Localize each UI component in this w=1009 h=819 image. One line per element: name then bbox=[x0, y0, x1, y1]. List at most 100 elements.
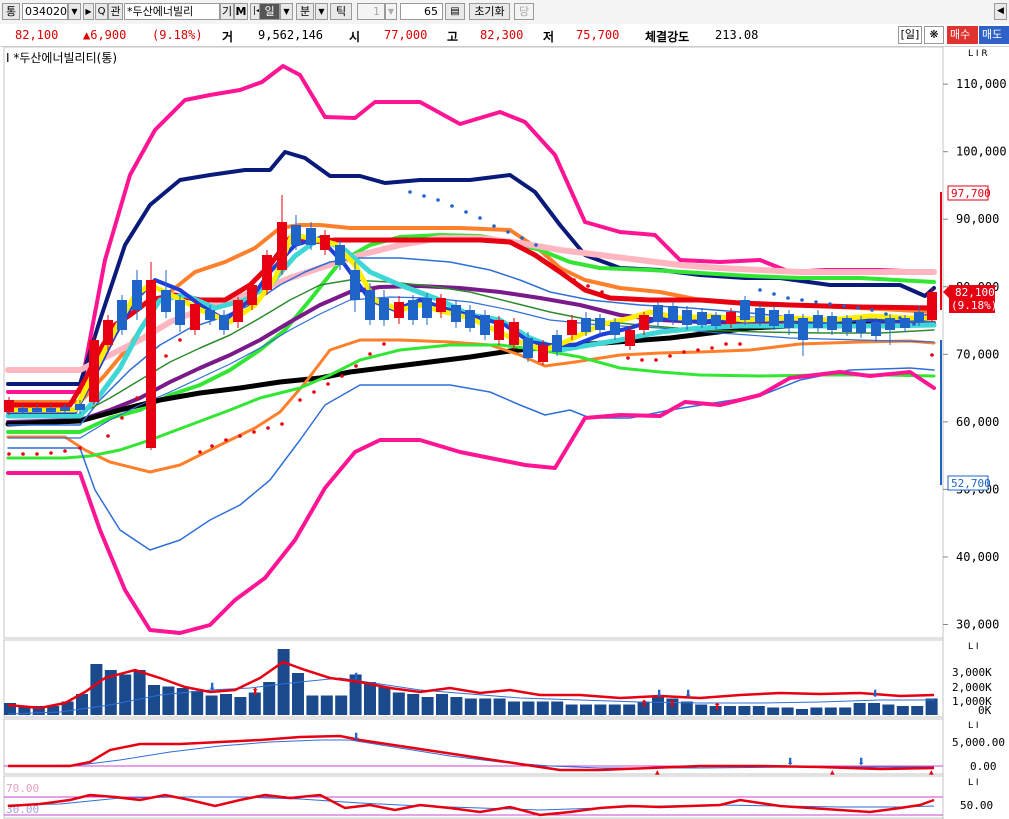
rsi-level-70: 70.00 bbox=[6, 782, 39, 795]
candle bbox=[262, 255, 272, 290]
candle bbox=[132, 280, 142, 310]
volume-bar bbox=[378, 686, 391, 715]
volume-bar bbox=[896, 706, 909, 715]
sar-dot bbox=[340, 374, 344, 378]
candle bbox=[682, 310, 692, 325]
candle bbox=[639, 315, 649, 330]
volume-bar bbox=[868, 703, 880, 715]
search-icon[interactable]: Q bbox=[95, 3, 108, 20]
collapse-icon[interactable]: ◀ bbox=[994, 3, 1007, 20]
candles bbox=[4, 195, 937, 450]
volume-bar bbox=[522, 701, 535, 715]
sar-dot bbox=[35, 452, 39, 456]
candle bbox=[610, 322, 620, 335]
volume-bar bbox=[709, 706, 722, 715]
sar-dot bbox=[210, 444, 214, 448]
osc-signal-blue bbox=[7, 739, 934, 769]
volume-bar bbox=[493, 698, 506, 715]
volume-bar bbox=[680, 701, 693, 715]
candle bbox=[856, 320, 866, 333]
volume-bar bbox=[853, 703, 866, 715]
candle bbox=[755, 308, 765, 322]
candle bbox=[769, 310, 779, 326]
ma-purple bbox=[6, 284, 936, 424]
candle bbox=[827, 316, 837, 330]
gi-button[interactable]: 기 bbox=[220, 3, 234, 20]
sar-dot bbox=[912, 322, 916, 326]
volume-axis-lir[interactable]: L I bbox=[968, 642, 979, 652]
tab-il[interactable]: 일 bbox=[259, 3, 280, 20]
sar-dot bbox=[21, 452, 25, 456]
gear-icon[interactable]: ❋ bbox=[924, 26, 944, 44]
sar-dot bbox=[572, 278, 576, 282]
tab-tik[interactable]: 틱 bbox=[330, 3, 352, 20]
volume-bar bbox=[234, 697, 247, 715]
candle bbox=[175, 300, 185, 325]
count-input[interactable]: 65 bbox=[400, 3, 443, 20]
volume-bar bbox=[623, 704, 636, 715]
volume-bar bbox=[277, 649, 290, 715]
volume-bar bbox=[508, 701, 520, 715]
volume-bar bbox=[335, 695, 348, 715]
band-upper-outer bbox=[6, 64, 932, 394]
volume-label: 거 bbox=[222, 30, 234, 44]
sar-dot bbox=[298, 398, 302, 402]
candle bbox=[320, 235, 330, 250]
stock-name-field[interactable]: *두산에너빌리 bbox=[124, 3, 220, 20]
rsi-level-30: 30.00 bbox=[6, 803, 39, 816]
candle bbox=[509, 322, 519, 345]
il-dropdown-icon[interactable]: ▼ bbox=[280, 3, 293, 20]
sar-dot bbox=[450, 204, 454, 208]
volume-bar bbox=[436, 694, 448, 715]
buy-button[interactable]: 매수 bbox=[947, 26, 978, 44]
candle bbox=[668, 306, 678, 320]
band-mid-orange bbox=[6, 223, 936, 404]
volume-bar bbox=[536, 701, 549, 715]
price-change: ▲6,900 bbox=[83, 28, 127, 42]
sar-dot bbox=[828, 302, 832, 306]
calendar-icon[interactable]: ▤ bbox=[445, 3, 465, 20]
price-tick-1: 100,000 bbox=[956, 145, 1007, 159]
volume-bar bbox=[47, 706, 60, 715]
sar-dot bbox=[856, 306, 860, 310]
chart-title: I *두산에너빌리티(통) bbox=[6, 51, 118, 65]
rsi-tick-50: 50.00 bbox=[960, 799, 993, 812]
code-dropdown-icon[interactable]: ▼ bbox=[68, 3, 81, 20]
bun-dropdown-icon[interactable]: ▼ bbox=[315, 3, 328, 20]
tab-bun[interactable]: 분 bbox=[296, 3, 314, 20]
reset-button[interactable]: 초기화 bbox=[469, 3, 510, 20]
high-label: 고 bbox=[447, 30, 459, 44]
ban-button[interactable]: 관 bbox=[108, 3, 123, 20]
osc-axis-lir[interactable]: L I bbox=[968, 721, 979, 731]
sar-dot bbox=[640, 358, 644, 362]
candle bbox=[60, 407, 70, 411]
toolbar: 통 034020 ▼ ▶ Q 관 *두산에너빌리 기 M |◀ 일 ▼ 분 ▼ … bbox=[0, 0, 1009, 25]
m-button[interactable]: M bbox=[234, 3, 248, 20]
volume-bar bbox=[781, 707, 794, 715]
candle bbox=[117, 300, 127, 330]
volume-tick-3000k: 3,000K bbox=[952, 666, 992, 679]
sar-dot bbox=[7, 452, 11, 456]
dang-button[interactable]: 당 bbox=[514, 3, 534, 20]
sar-dot bbox=[164, 354, 168, 358]
volume-bar bbox=[407, 694, 420, 715]
volume-bar bbox=[320, 695, 333, 715]
price-axis-lir[interactable]: L I R bbox=[968, 49, 988, 59]
sar-dot bbox=[382, 342, 386, 346]
code-input[interactable]: 034020 bbox=[22, 3, 68, 20]
candle bbox=[726, 312, 736, 324]
candle bbox=[75, 404, 85, 410]
period-dropdown-icon[interactable]: ▼ bbox=[385, 3, 397, 20]
sar-dot bbox=[312, 390, 316, 394]
period-input[interactable]: 1 bbox=[357, 3, 385, 20]
play-icon[interactable]: ▶ bbox=[83, 3, 94, 20]
rsi-axis-lir[interactable]: L I bbox=[968, 778, 979, 788]
sell-button[interactable]: 매도 bbox=[979, 26, 1009, 44]
ma-thin-blue-2 bbox=[7, 296, 935, 439]
ma-pink bbox=[5, 235, 937, 373]
tong-button[interactable]: 통 bbox=[2, 3, 20, 20]
volume-bar bbox=[263, 682, 276, 715]
volume-bar bbox=[752, 706, 765, 715]
period-button[interactable]: [일] bbox=[898, 26, 922, 44]
